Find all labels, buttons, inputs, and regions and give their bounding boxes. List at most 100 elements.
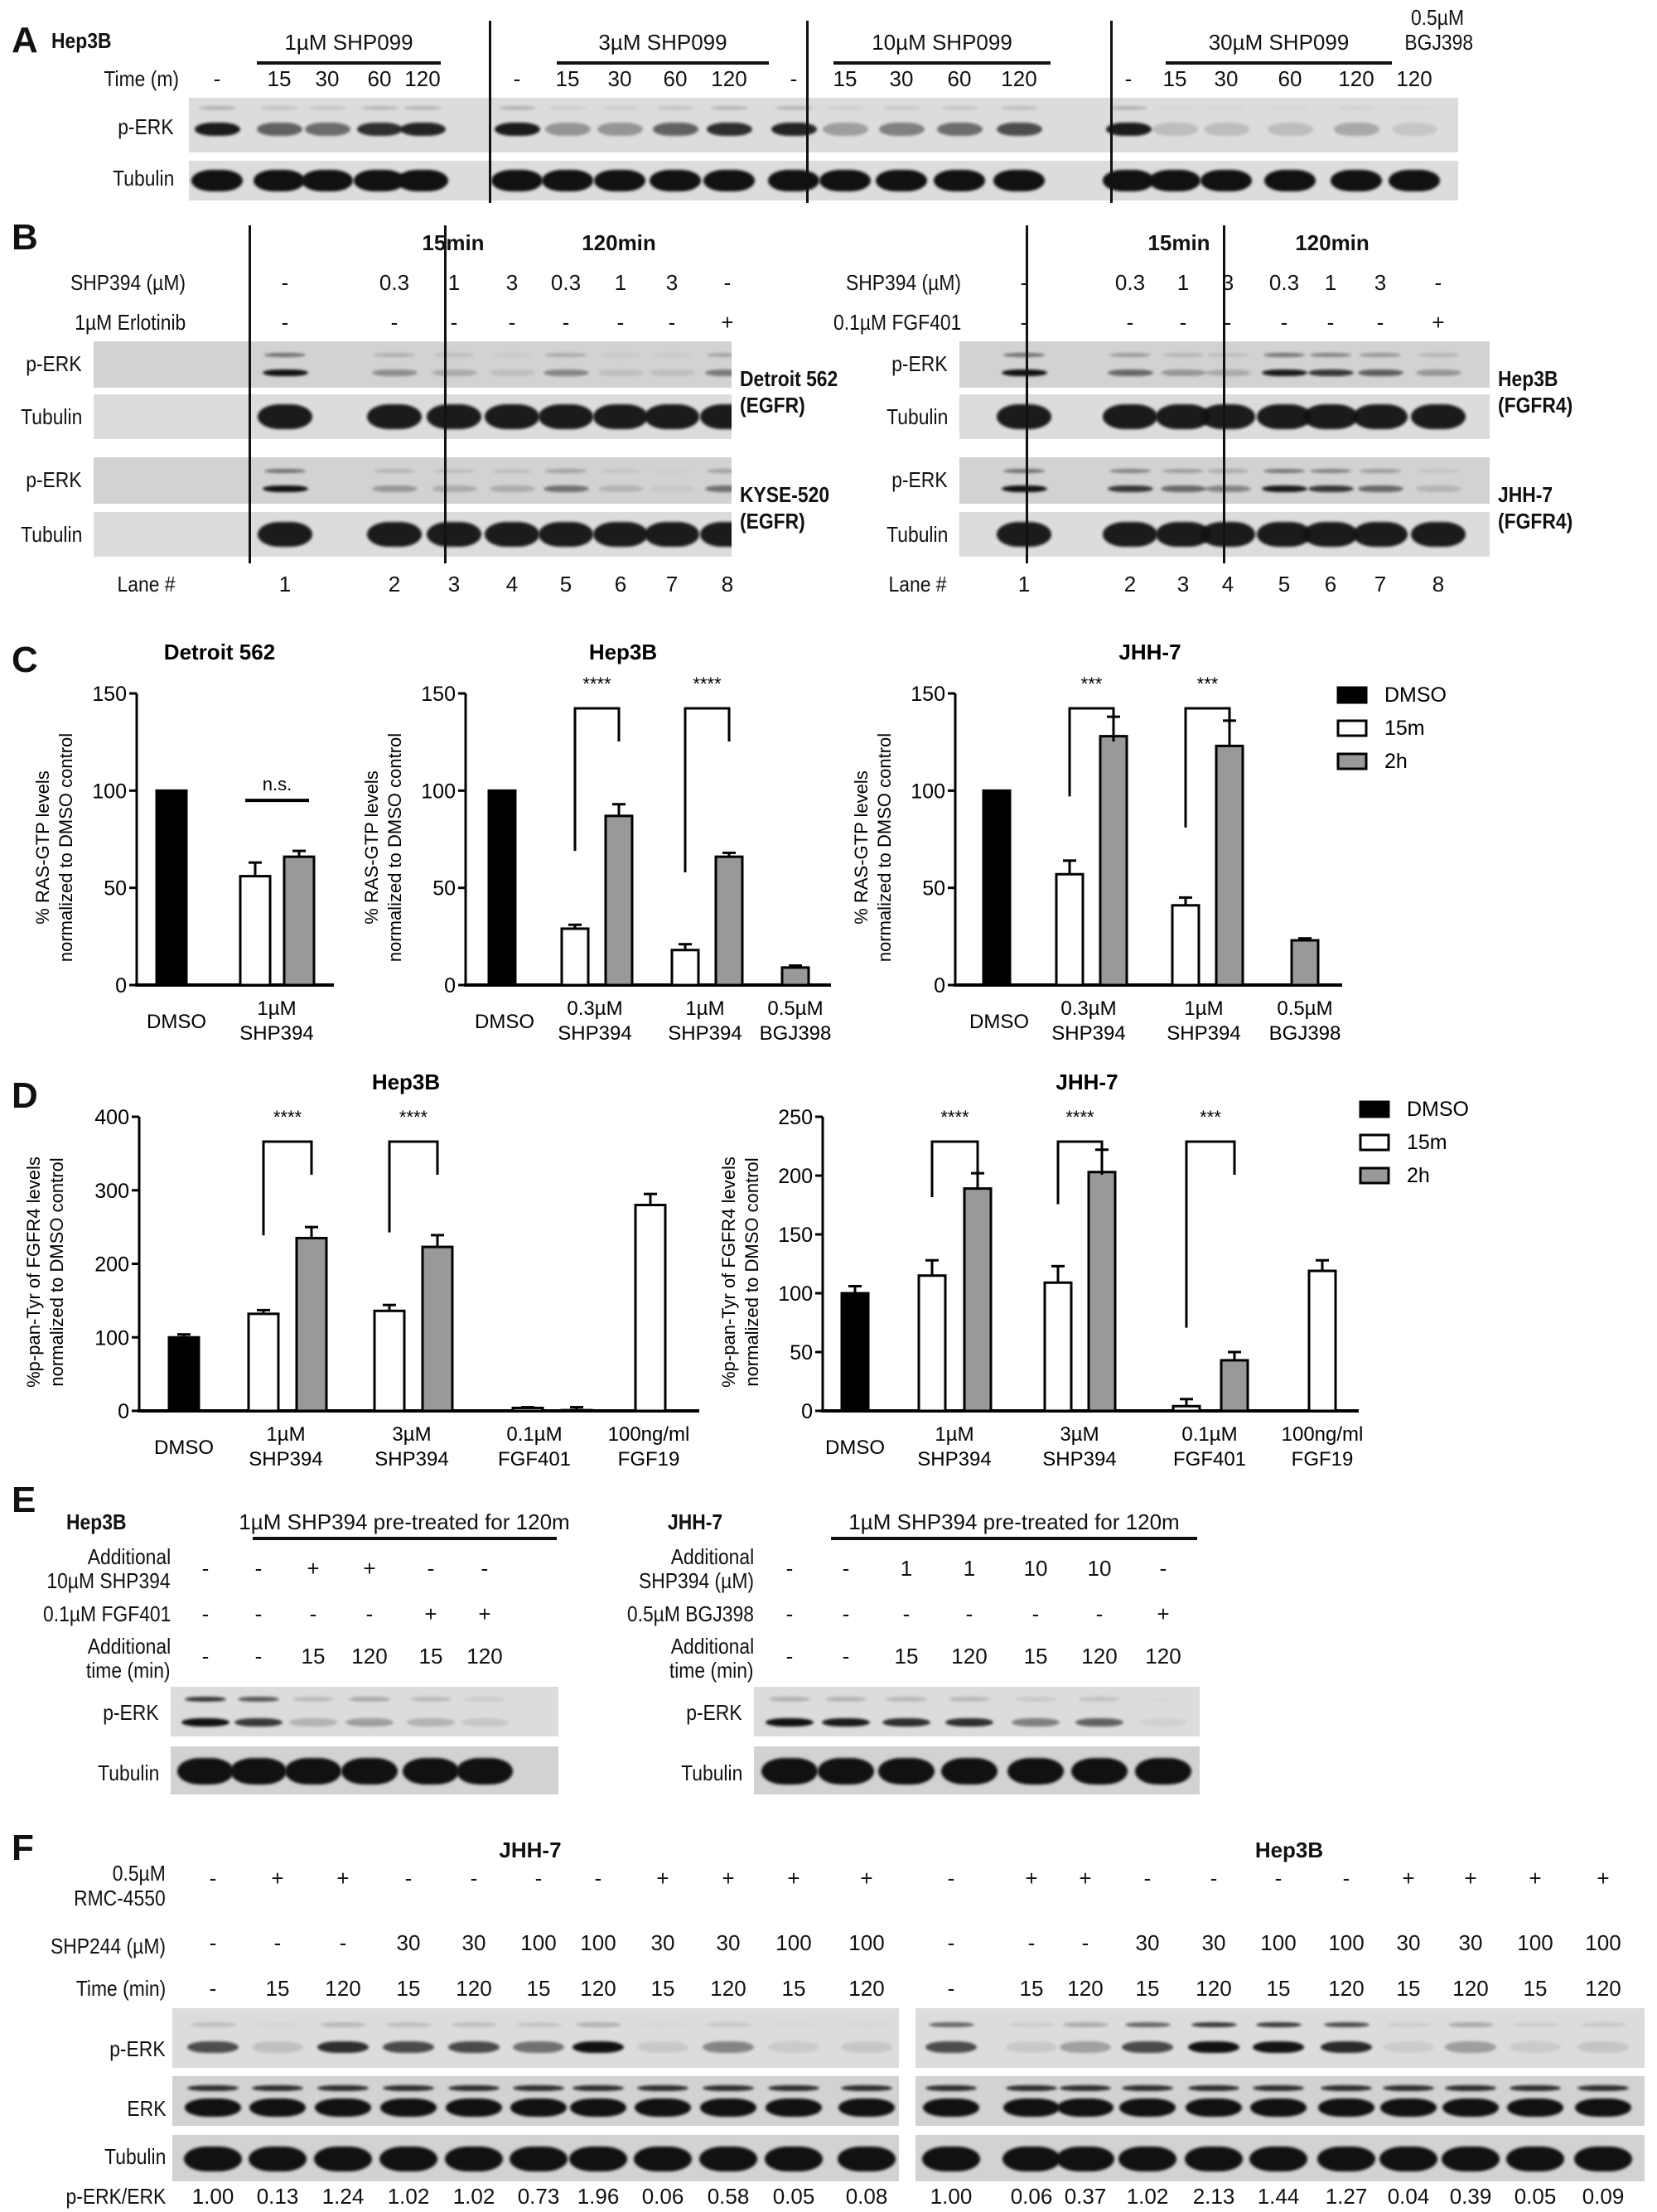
- x-category-label: 1µM: [685, 997, 724, 1020]
- band: [768, 2041, 819, 2053]
- rmc4550-flag: -: [1210, 1866, 1218, 1891]
- band: [1103, 404, 1157, 429]
- band: [572, 2041, 624, 2053]
- rmc4550-flag: +: [1529, 1866, 1542, 1891]
- band: [397, 170, 448, 191]
- significance-label: ****: [582, 674, 611, 694]
- x-category-label: 100ng/ml: [1282, 1423, 1364, 1446]
- band: [838, 2099, 895, 2117]
- band: [934, 170, 985, 191]
- band: [1321, 2041, 1372, 2053]
- band: [510, 2147, 568, 2171]
- cell-line-title: JHH-7: [499, 1838, 562, 1862]
- condition-row-label: 0.1µM FGF401: [42, 1601, 171, 1626]
- time-value: 15: [1266, 1976, 1291, 2001]
- shp244-label: SHP244 (µM): [50, 1934, 166, 1958]
- rmc4550-flag: -: [534, 1866, 543, 1891]
- band: [700, 2099, 756, 2117]
- time-header-120min: 120min: [1295, 230, 1370, 255]
- x-category-label: SHP394: [1051, 1022, 1125, 1045]
- time-value: 15: [555, 66, 580, 91]
- band: [354, 170, 405, 191]
- x-category-label: SHP394: [1042, 1448, 1116, 1471]
- rmc4550-flag: +: [860, 1866, 873, 1891]
- band: [649, 369, 695, 376]
- band: [489, 485, 535, 492]
- x-category-label: SHP394: [558, 1022, 631, 1045]
- band: [886, 1697, 927, 1702]
- legend-label: 2h: [1407, 1164, 1430, 1187]
- y-tick-label: 50: [922, 877, 945, 901]
- band: [878, 123, 925, 136]
- additional-time: 120: [1081, 1644, 1118, 1669]
- perk-erk-ratio: 1.27: [1325, 2184, 1368, 2209]
- band: [922, 2147, 980, 2171]
- x-category-label: 3µM: [1060, 1423, 1099, 1446]
- band: [264, 468, 306, 473]
- band: [1007, 1758, 1064, 1785]
- band: [600, 352, 641, 357]
- condition-row-label: Additional: [87, 1634, 171, 1659]
- band: [1075, 1718, 1123, 1727]
- legend-swatch: [1359, 1133, 1390, 1152]
- significance-label: ****: [940, 1107, 969, 1128]
- time-value: 120: [404, 66, 441, 91]
- divider: [489, 21, 491, 203]
- band: [594, 170, 645, 191]
- band: [575, 2022, 621, 2027]
- band: [464, 1697, 505, 1702]
- band: [185, 1697, 226, 1702]
- shp394-dose: 1: [1176, 270, 1190, 295]
- perk-erk-ratio: 0.09: [1582, 2184, 1625, 2209]
- x-category-label: SHP394: [239, 1022, 313, 1045]
- y-tick-label: 200: [778, 1165, 813, 1188]
- bar-15m: [247, 1312, 280, 1413]
- band: [1391, 123, 1437, 136]
- band: [542, 170, 593, 191]
- band: [1000, 105, 1038, 110]
- band: [513, 2084, 564, 2091]
- band: [597, 369, 644, 376]
- band: [1303, 522, 1358, 547]
- band: [651, 352, 693, 357]
- band: [1103, 522, 1157, 547]
- band: [1318, 2099, 1374, 2117]
- band: [766, 1718, 814, 1727]
- rmc4550-flag: +: [1079, 1866, 1092, 1891]
- pretreatment-underline: [253, 1537, 557, 1540]
- band: [1253, 2041, 1304, 2053]
- band: [1149, 170, 1200, 191]
- band: [1263, 352, 1305, 357]
- band: [1109, 352, 1151, 357]
- band: [699, 2147, 757, 2171]
- tubulin-blot: [172, 2135, 899, 2181]
- chart-title: Detroit 562: [164, 640, 275, 664]
- chart-title: Hep3B: [589, 640, 657, 664]
- time-value: 30: [1214, 66, 1239, 91]
- band: [285, 1758, 341, 1785]
- band: [230, 1758, 287, 1785]
- rmc4550-label-line1: 0.5µM: [112, 1861, 166, 1886]
- bar-2h: [421, 1245, 454, 1413]
- band: [356, 123, 403, 136]
- significance-label: ****: [273, 1107, 302, 1128]
- band: [1001, 369, 1047, 376]
- band: [451, 2022, 497, 2027]
- x-category-label: SHP394: [668, 1022, 742, 1045]
- band: [637, 2084, 688, 2091]
- lane-number: 6: [614, 572, 627, 596]
- y-tick-label: 100: [911, 780, 945, 803]
- inhibitor-flag: -: [562, 310, 570, 335]
- y-axis-label: normalized to DMSO control: [56, 733, 76, 962]
- time-value: 15: [833, 66, 857, 91]
- bar-2h: [1290, 939, 1320, 987]
- time-value: 15: [396, 1976, 421, 2001]
- treatment-group-label: 1µM SHP099: [284, 30, 413, 55]
- band: [1379, 2147, 1437, 2171]
- band: [700, 522, 732, 547]
- legend-swatch: [1359, 1166, 1390, 1185]
- x-category-label: FGF401: [1173, 1448, 1246, 1471]
- band: [543, 485, 589, 492]
- row-label-perk: p-ERK: [103, 1700, 159, 1725]
- y-tick-label: 100: [778, 1282, 813, 1306]
